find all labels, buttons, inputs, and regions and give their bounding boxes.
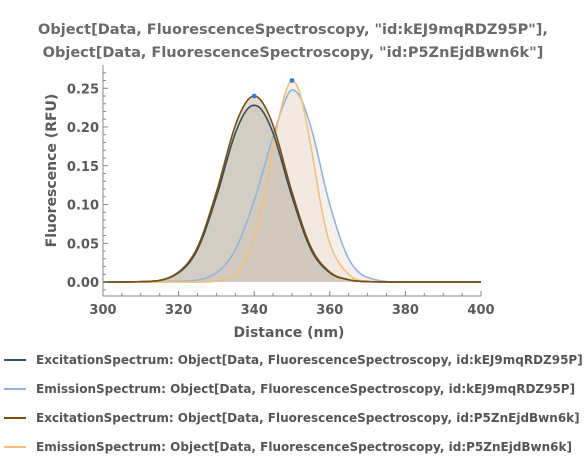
chart-legend: ExcitationSpectrum: Object[Data, Fluores…: [4, 345, 586, 461]
y-tick-label: 0.15: [67, 160, 99, 175]
legend-item: EmissionSpectrum: Object[Data, Fluoresce…: [4, 374, 586, 403]
peak-marker: [289, 78, 295, 83]
spectrum-chart: 0.00 0.05 0.10 0.15 0.20 0.25 300 320 340 360 380 4…: [44, 65, 495, 341]
x-tick-label: 380: [392, 303, 419, 318]
x-tick-label: 400: [467, 303, 494, 318]
legend-swatch: [4, 387, 26, 390]
series-line: [102, 95, 481, 283]
legend-item: EmissionSpectrum: Object[Data, Fluoresce…: [4, 432, 586, 461]
chart-title-line-1: Object[Data, FluorescenceSpectroscopy, "…: [38, 22, 548, 38]
y-tick-label: 0.05: [67, 237, 99, 252]
y-tick-label: 0.00: [67, 276, 99, 291]
x-axis-label: Distance (nm): [234, 325, 345, 341]
legend-label: ExcitationSpectrum: Object[Data, Fluores…: [36, 410, 580, 425]
legend-item: ExcitationSpectrum: Object[Data, Fluores…: [4, 345, 586, 374]
series-area-fill: [103, 80, 481, 283]
legend-item: ExcitationSpectrum: Object[Data, Fluores…: [4, 403, 586, 432]
legend-label: EmissionSpectrum: Object[Data, Fluoresce…: [36, 439, 572, 454]
series-area-fill: [103, 96, 481, 283]
x-tick-label: 340: [241, 303, 268, 318]
peak-marker: [251, 93, 257, 99]
legend-label: ExcitationSpectrum: Object[Data, Fluores…: [36, 352, 583, 367]
x-tick-label: 320: [165, 303, 192, 318]
legend-label: EmissionSpectrum: Object[Data, Fluoresce…: [36, 381, 576, 396]
chart-title-line-2: Object[Data, FluorescenceSpectroscopy, "…: [42, 45, 544, 61]
y-tick-label: 0.10: [67, 199, 99, 214]
x-tick-label: 300: [89, 303, 116, 318]
y-tick-label: 0.25: [67, 82, 99, 97]
legend-swatch: [4, 358, 26, 361]
y-tick-label: 0.20: [67, 121, 99, 136]
legend-swatch: [4, 416, 26, 419]
y-axis-label: Fluorescence (RFU): [44, 94, 60, 248]
legend-swatch: [4, 445, 26, 448]
x-tick-label: 360: [316, 303, 343, 318]
